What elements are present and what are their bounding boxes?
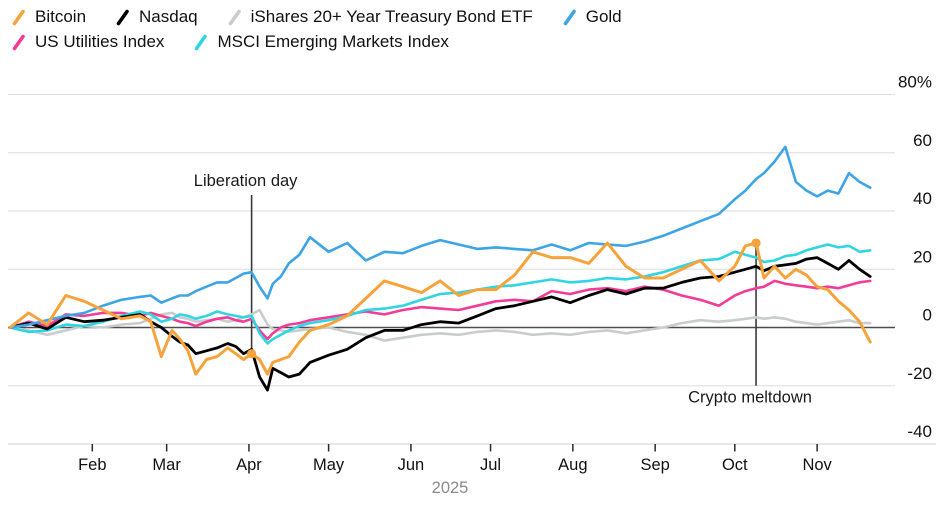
x-axis-label-Jul: Jul [480, 456, 501, 474]
legend-item-bitcoin: Bitcoin [12, 6, 86, 28]
legend-label-msci-emerging-markets-index: MSCI Emerging Markets Index [217, 32, 449, 51]
y-axis-label-40: 40 [913, 189, 932, 208]
ishares-20-year-treasury-bond-etf-color-key-icon [228, 9, 241, 25]
y-axis-label-60: 60 [913, 131, 932, 150]
legend-label-us-utilities-index: US Utilities Index [35, 32, 165, 51]
legend-item-ishares-20-year-treasury-bond-etf: iShares 20+ Year Treasury Bond ETF [228, 6, 533, 28]
x-axis-label-Jun: Jun [398, 456, 425, 474]
legend-label-gold: Gold [585, 7, 622, 26]
us-utilities-index-color-key-icon [12, 34, 25, 50]
y-axis-label-80: 80% [898, 73, 932, 92]
legend-item-msci-emerging-markets-index: MSCI Emerging Markets Index [194, 31, 449, 53]
x-axis-label-Nov: Nov [802, 456, 832, 474]
series-line-us-utilities-index [8, 279, 872, 341]
x-axis-caption: 2025 [432, 479, 469, 497]
y-axis-label-0: 0 [923, 306, 932, 325]
legend-label-nasdaq: Nasdaq [139, 7, 198, 26]
x-axis-label-Oct: Oct [722, 456, 748, 474]
chart-legend: Bitcoin Nasdaq iShares 20+ Year Treasury B… [12, 6, 622, 53]
annotation-label-crypto-meltdown: Crypto meltdown [688, 388, 812, 406]
series-line-gold [8, 145, 872, 329]
y-axis-label--20: -20 [907, 364, 932, 383]
legend-item-gold: Gold [563, 6, 622, 28]
legend-label-ishares-20-year-treasury-bond-etf: iShares 20+ Year Treasury Bond ETF [250, 7, 533, 26]
x-axis-label-May: May [313, 456, 345, 474]
x-axis-label-Mar: Mar [152, 456, 181, 474]
bitcoin-color-key-icon [12, 9, 25, 25]
annotation-label-liberation-day: Liberation day [194, 172, 298, 190]
annotation-dot-crypto-meltdown [751, 238, 761, 248]
x-axis-label-Aug: Aug [558, 456, 587, 474]
nasdaq-color-key-icon [116, 9, 129, 25]
series-line-bitcoin [8, 241, 872, 376]
y-axis-label--40: -40 [907, 422, 932, 441]
series-line-ishares-20-year-treasury-bond-etf [8, 308, 872, 342]
y-axis-label-20: 20 [913, 247, 932, 266]
x-axis-label-Apr: Apr [236, 456, 262, 474]
legend-item-us-utilities-index: US Utilities Index [12, 31, 164, 53]
msci-emerging-markets-index-color-key-icon [195, 34, 208, 50]
legend-item-nasdaq: Nasdaq [116, 6, 198, 28]
x-axis-label-Sep: Sep [640, 456, 669, 474]
legend-label-bitcoin: Bitcoin [35, 7, 87, 26]
legend-row: US Utilities Index MSCI Emerging Markets … [12, 31, 622, 53]
gold-color-key-icon [563, 9, 576, 25]
x-axis-label-Feb: Feb [78, 456, 106, 474]
legend-row: Bitcoin Nasdaq iShares 20+ Year Treasury B… [12, 6, 622, 28]
annotation-dot-liberation-day [247, 349, 257, 359]
